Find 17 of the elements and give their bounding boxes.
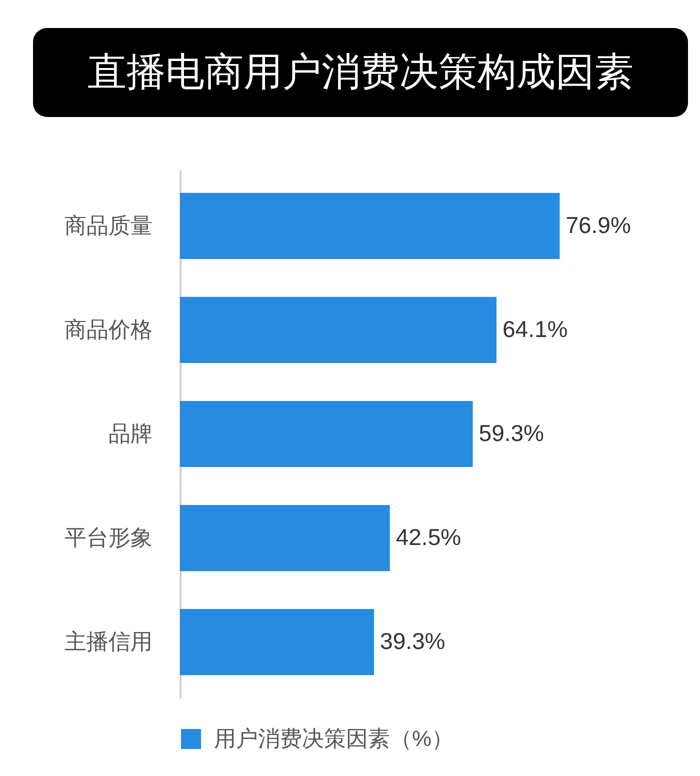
- bar: [180, 400, 473, 468]
- y-tick-label: 品牌: [108, 421, 152, 446]
- bar: [180, 192, 560, 259]
- y-tick-label: 主播信用: [64, 629, 152, 654]
- legend-label: 用户消费决策因素（%）: [214, 726, 454, 751]
- y-tick-label: 平台形象: [64, 525, 152, 550]
- y-tick-label: 商品质量: [64, 212, 152, 238]
- data-label: 42.5%: [396, 524, 462, 550]
- data-label: 59.3%: [478, 420, 544, 446]
- bar: [180, 296, 496, 363]
- bar: [180, 609, 374, 676]
- data-label: 39.3%: [380, 628, 446, 654]
- y-tick-label: 商品价格: [64, 316, 152, 342]
- bar: [180, 505, 390, 572]
- chart-title: 直播电商用户消费决策构成因素: [33, 28, 688, 117]
- data-label: 76.9%: [566, 212, 631, 238]
- data-label: 64.1%: [502, 316, 568, 342]
